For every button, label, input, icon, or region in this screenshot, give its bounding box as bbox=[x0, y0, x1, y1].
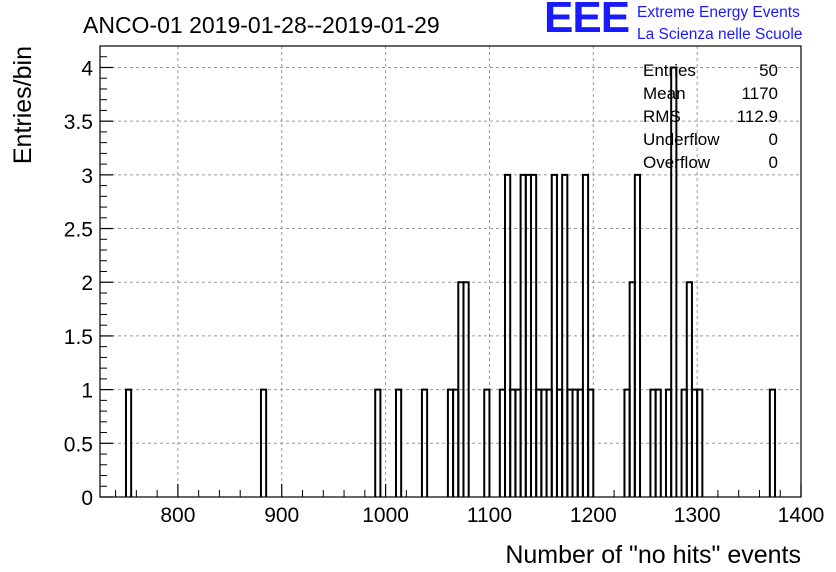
x-tick-label: 900 bbox=[264, 504, 299, 527]
eee-logo-letters: EEE bbox=[544, 0, 630, 42]
stats-box: Entries 50 Mean 1170 RMS 112.9 Underflow… bbox=[643, 61, 778, 172]
histogram-bin bbox=[633, 173, 642, 497]
x-tick-label: 1000 bbox=[362, 504, 409, 527]
stats-value-rms: 112.9 bbox=[737, 107, 778, 126]
histogram-bin bbox=[654, 388, 662, 497]
histogram-bin bbox=[768, 388, 777, 497]
y-tick-label: 0 bbox=[81, 487, 93, 510]
x-tick-label: 1200 bbox=[570, 504, 617, 527]
histogram-bin bbox=[529, 173, 538, 497]
axes: 800 900 1000 1100 1200 1300 1400 0 0.5 1 1.5 2 2.5 3 3… bbox=[64, 45, 825, 527]
stats-value-entries: 50 bbox=[759, 61, 778, 80]
eee-logo: EEE Extreme Energy Events La Scienza nel… bbox=[544, 0, 834, 46]
y-tick-label: 3 bbox=[81, 165, 93, 188]
histogram-bin bbox=[483, 388, 491, 497]
logo-line-2: La Scienza nelle Scuole bbox=[637, 26, 803, 43]
stats-label-entries: Entries bbox=[643, 61, 696, 80]
stats-value-mean: 1170 bbox=[741, 84, 778, 103]
histogram-bin bbox=[581, 173, 590, 497]
chart-title: ANCO-01 2019-01-28--2019-01-29 bbox=[83, 12, 440, 38]
histogram-bin bbox=[587, 388, 595, 497]
stats-label-underflow: Underflow bbox=[643, 130, 720, 149]
histogram-bin bbox=[124, 388, 133, 497]
y-tick-label: 0.5 bbox=[64, 433, 93, 456]
y-axis-label: Entries/bin bbox=[9, 46, 37, 164]
stats-label-rms: RMS bbox=[643, 107, 681, 126]
histogram-bin bbox=[670, 66, 678, 497]
plot-frame bbox=[99, 45, 802, 498]
x-axis-label: Number of "no hits" events bbox=[505, 541, 801, 569]
grid bbox=[100, 46, 801, 497]
y-tick-label: 2.5 bbox=[64, 219, 93, 242]
histogram bbox=[124, 66, 777, 497]
y-tick-label: 3.5 bbox=[64, 111, 93, 134]
histogram-bin bbox=[462, 281, 470, 497]
histogram-bin bbox=[504, 173, 512, 497]
histogram-bin bbox=[420, 388, 429, 497]
x-tick-label: 1100 bbox=[467, 504, 512, 527]
stats-value-overflow: 0 bbox=[769, 153, 778, 172]
histogram-bin bbox=[374, 388, 382, 497]
y-tick-label: 1.5 bbox=[64, 326, 93, 349]
y-tick-label: 2 bbox=[81, 272, 93, 295]
logo-line-1: Extreme Energy Events bbox=[637, 4, 800, 21]
histogram-bin bbox=[550, 173, 558, 497]
histogram-bin bbox=[259, 388, 268, 497]
histogram-bin bbox=[394, 388, 403, 497]
stats-label-overflow: Overflow bbox=[643, 153, 711, 172]
stats-label-mean: Mean bbox=[643, 84, 686, 103]
y-tick-label: 4 bbox=[81, 57, 93, 80]
x-tick-label: 1400 bbox=[778, 504, 825, 527]
stats-value-underflow: 0 bbox=[769, 130, 778, 149]
x-tick-label: 1300 bbox=[674, 504, 721, 527]
y-tick-label: 1 bbox=[81, 380, 93, 403]
x-tick-label: 800 bbox=[160, 504, 195, 527]
histogram-bin bbox=[561, 173, 569, 497]
histogram-bin bbox=[696, 388, 704, 497]
